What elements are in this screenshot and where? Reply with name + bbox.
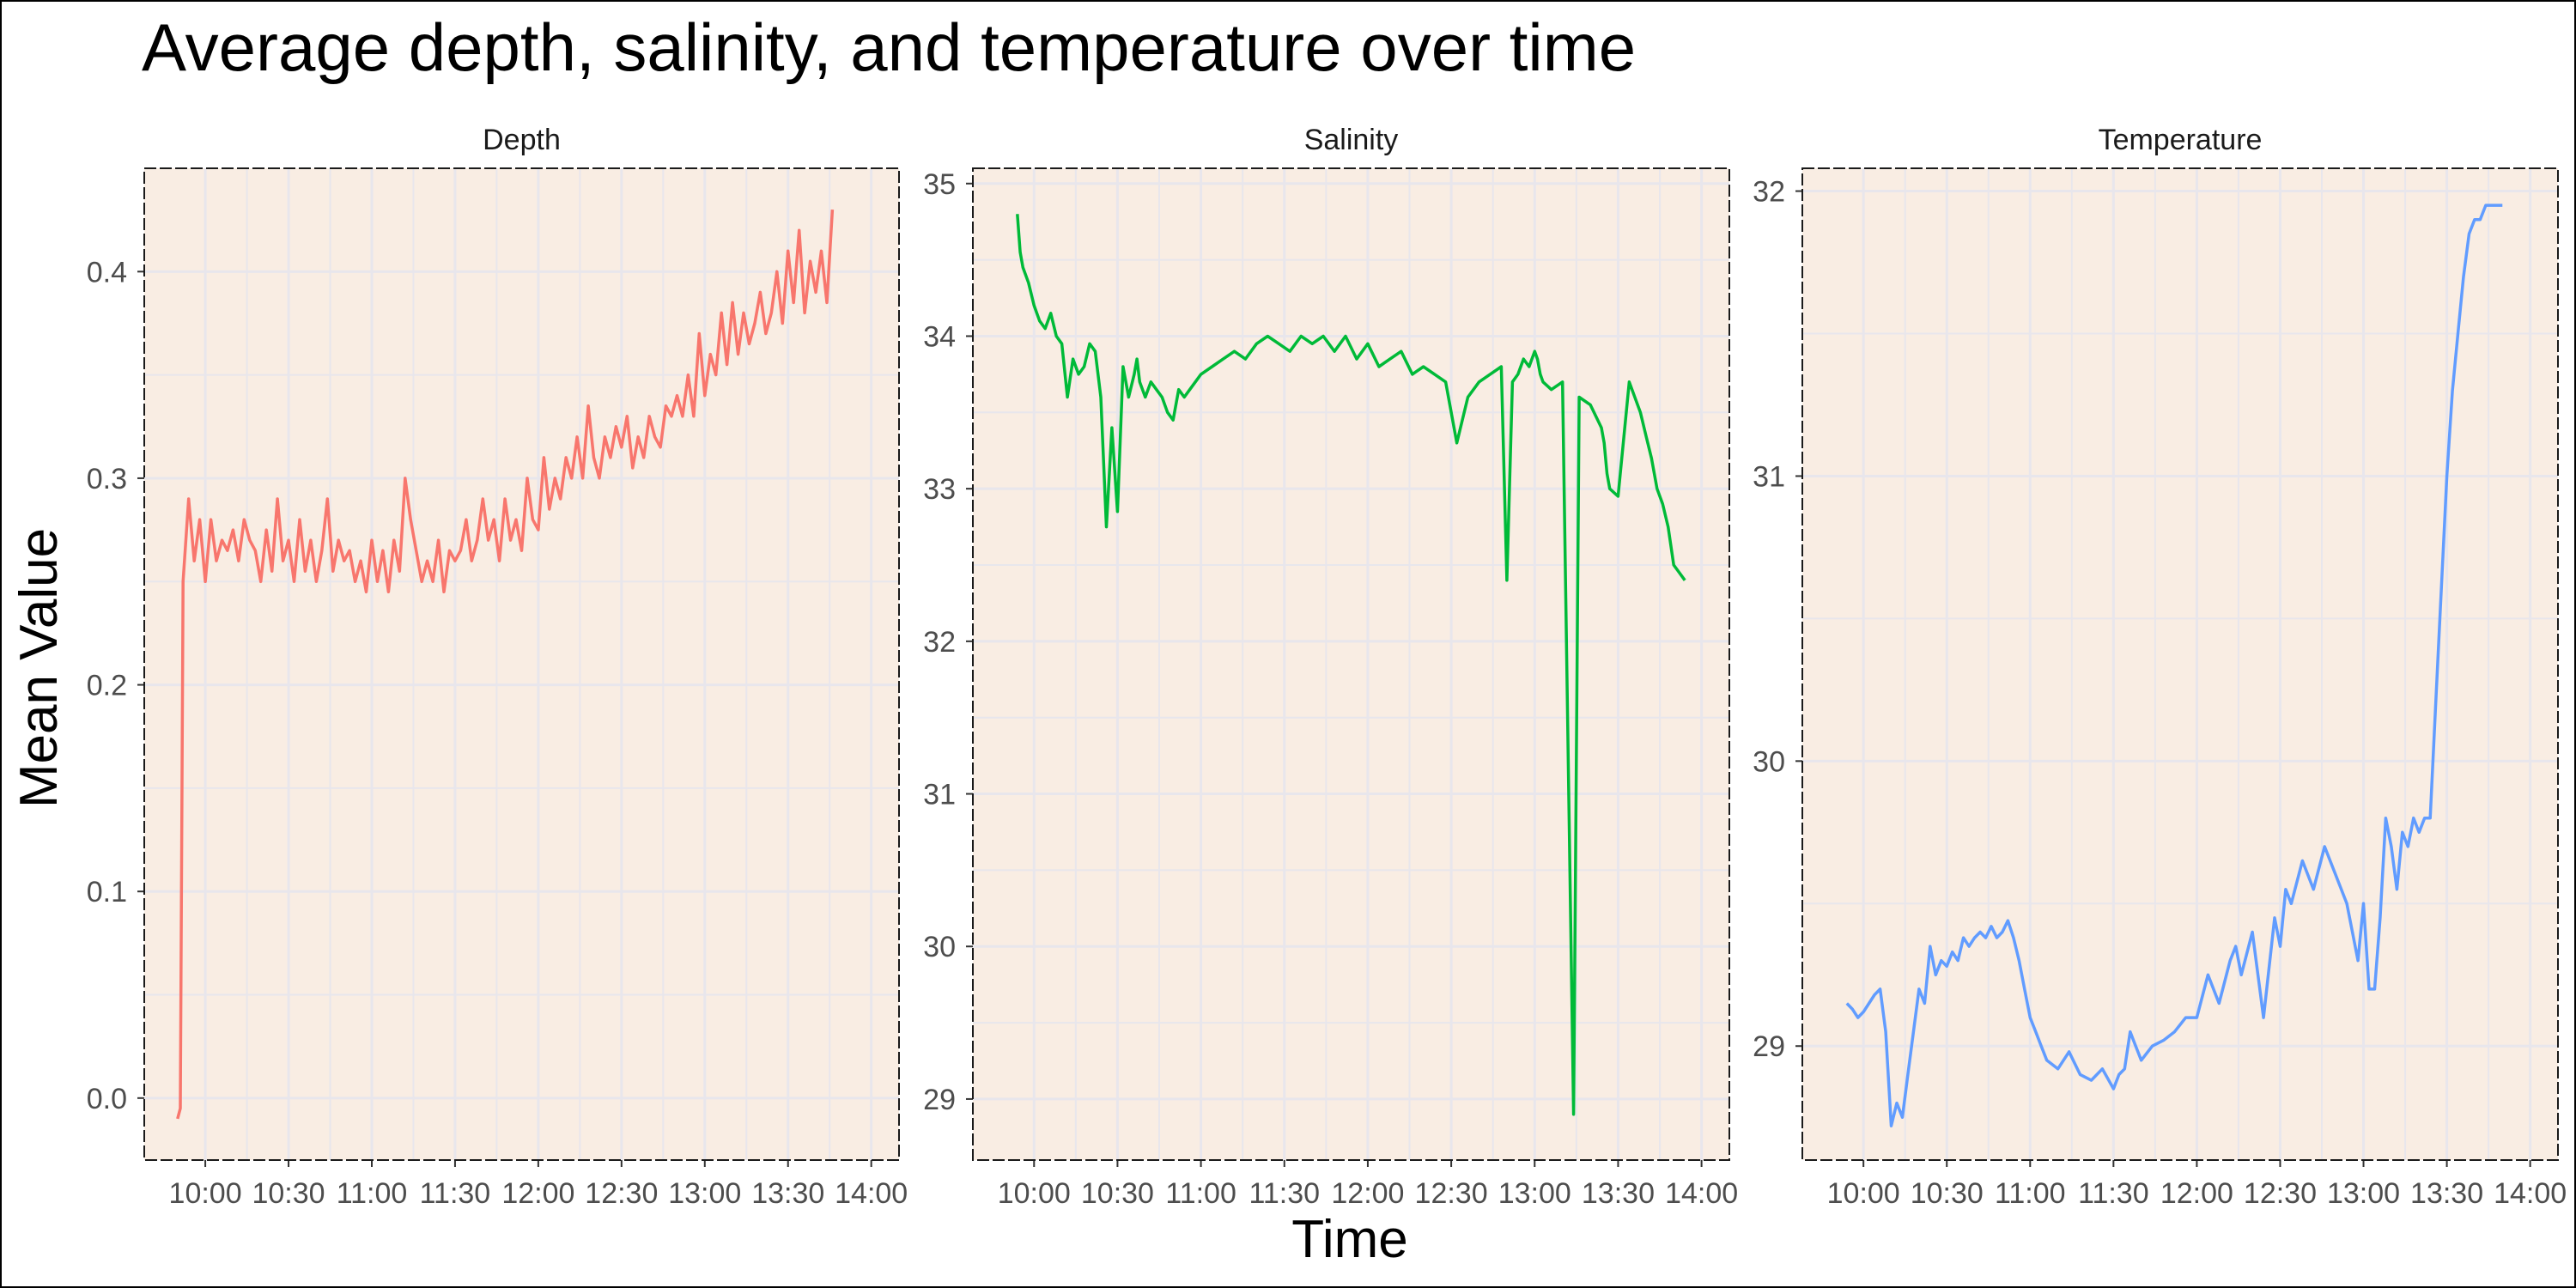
depth-x-tick-label: 10:00 bbox=[169, 1177, 242, 1210]
chart-title: Average depth, salinity, and temperature… bbox=[142, 9, 1636, 85]
depth-y-tick-label: 0.3 bbox=[87, 463, 127, 495]
salinity-x-tick-label: 12:00 bbox=[1331, 1177, 1404, 1210]
temperature-strip-label: Temperature bbox=[2099, 124, 2263, 156]
temperature-x-tick-label: 12:30 bbox=[2244, 1177, 2317, 1210]
salinity-x-tick-label: 14:00 bbox=[1665, 1177, 1738, 1210]
temperature-series-line bbox=[1845, 204, 2503, 1127]
depth-panel: 0.0 0.1 0.2 0.3 0.4 10:00 10:30 11:00 11:30 12:00… bbox=[87, 124, 908, 1210]
temperature-panel-border bbox=[1801, 167, 2559, 1161]
salinity-y-tick-label: 35 bbox=[923, 168, 956, 201]
depth-panel-border bbox=[143, 167, 900, 1161]
temperature-x-tick-label: 13:00 bbox=[2327, 1177, 2400, 1210]
depth-x-tick-label: 14:00 bbox=[835, 1177, 908, 1210]
salinity-x-tick-label: 13:00 bbox=[1498, 1177, 1571, 1210]
x-axis-title: Time bbox=[1291, 1210, 1407, 1269]
depth-x-tick-label: 10:30 bbox=[252, 1177, 325, 1210]
depth-strip-label: Depth bbox=[483, 124, 561, 156]
temperature-y-tick-label: 32 bbox=[1753, 176, 1785, 209]
depth-y-tick-label: 0.4 bbox=[87, 256, 127, 289]
depth-x-tick-label: 11:30 bbox=[420, 1177, 491, 1210]
salinity-y-tick-label: 32 bbox=[923, 626, 956, 659]
salinity-x-tick-label: 12:30 bbox=[1415, 1177, 1488, 1210]
y-axis-title: Mean Value bbox=[9, 528, 69, 808]
temperature-y-tick-label: 29 bbox=[1753, 1030, 1785, 1063]
salinity-y-tick-label: 34 bbox=[923, 320, 956, 353]
salinity-panel: 29 30 31 32 33 34 35 10:00 10:30 11:00 11:30 12:00 1… bbox=[923, 124, 1738, 1210]
salinity-y-tick-label: 29 bbox=[923, 1084, 956, 1116]
depth-y-tick-label: 0.2 bbox=[87, 670, 127, 702]
temperature-y-tick-label: 31 bbox=[1753, 460, 1785, 493]
salinity-x-tick-label: 10:30 bbox=[1081, 1177, 1154, 1210]
depth-y-tick-label: 0.1 bbox=[87, 876, 127, 908]
temperature-x-tick-label: 10:30 bbox=[1911, 1177, 1984, 1210]
depth-x-tick-label: 12:00 bbox=[501, 1177, 574, 1210]
temperature-x-tick-label: 13:30 bbox=[2410, 1177, 2483, 1210]
salinity-plot-background bbox=[973, 168, 1729, 1160]
salinity-x-tick-label: 10:00 bbox=[998, 1177, 1071, 1210]
depth-plot-background bbox=[144, 168, 899, 1160]
depth-x-tick-label: 12:30 bbox=[585, 1177, 658, 1210]
salinity-x-tick-label: 13:30 bbox=[1582, 1177, 1655, 1210]
depth-x-tick-label: 13:30 bbox=[751, 1177, 824, 1210]
salinity-y-tick-label: 30 bbox=[923, 931, 956, 963]
salinity-y-tick-label: 33 bbox=[923, 473, 956, 506]
temperature-x-tick-label: 10:00 bbox=[1827, 1177, 1900, 1210]
temperature-x-tick-label: 11:30 bbox=[2078, 1177, 2149, 1210]
salinity-strip-label: Salinity bbox=[1304, 124, 1399, 156]
salinity-x-tick-label: 11:00 bbox=[1165, 1177, 1236, 1210]
temperature-y-tick-label: 30 bbox=[1753, 745, 1785, 778]
salinity-x-tick-label: 11:30 bbox=[1249, 1177, 1320, 1210]
depth-x-tick-label: 11:00 bbox=[337, 1177, 408, 1210]
temperature-x-tick-label: 11:00 bbox=[1995, 1177, 2066, 1210]
temperature-x-tick-label: 14:00 bbox=[2494, 1177, 2567, 1210]
temperature-x-tick-label: 12:00 bbox=[2160, 1177, 2233, 1210]
salinity-panel-border bbox=[972, 167, 1730, 1161]
depth-series-line bbox=[176, 209, 835, 1120]
salinity-y-tick-label: 31 bbox=[923, 779, 956, 811]
temperature-panel: 29 30 31 32 10:00 10:30 11:00 11:30 12:00 12:30 13… bbox=[1753, 124, 2567, 1210]
panels-layer: 0.0 0.1 0.2 0.3 0.4 10:00 10:30 11:00 11:30 12:00… bbox=[87, 124, 2567, 1210]
salinity-series-line bbox=[1016, 214, 1686, 1116]
depth-y-tick-label: 0.0 bbox=[87, 1083, 127, 1115]
depth-x-tick-label: 13:00 bbox=[668, 1177, 741, 1210]
